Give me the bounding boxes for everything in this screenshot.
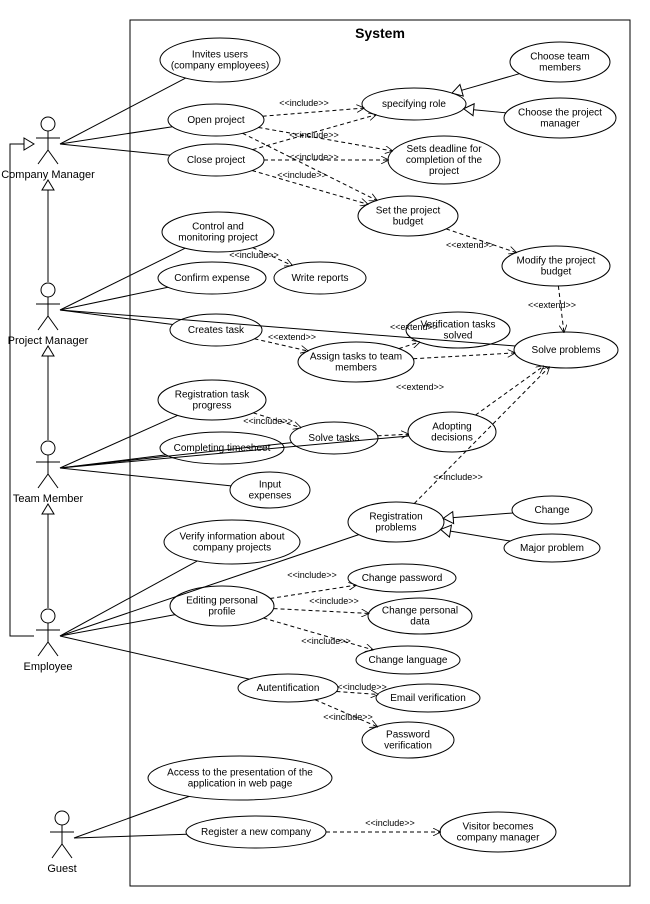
usecase-change-language: Change language	[356, 646, 460, 674]
actor-team-member: Team Member	[13, 441, 84, 505]
usecase-specifying-role: specifying role	[362, 88, 466, 120]
actor-label-team-member: Team Member	[13, 493, 84, 505]
gen-arrowhead	[42, 504, 54, 514]
usecase-label-open-project: Open project	[187, 115, 244, 126]
usecase-label-change-password: Change password	[362, 573, 443, 584]
gen-employee-company-manager	[10, 144, 34, 636]
usecase-label-major-problem: Major problem	[520, 543, 584, 554]
usecase-choose-pm: Choose the projectmanager	[504, 98, 616, 138]
actor-project-manager: Project Manager	[8, 283, 89, 347]
usecase-label-completing-ts: Completing timesheet	[174, 443, 271, 454]
dep-label-editing-profile-change-language: <<include>>	[301, 636, 351, 646]
usecase-access-web: Access to the presentation of theapplica…	[148, 756, 332, 800]
usecase-label-choose-team: Choose teammembers	[530, 51, 589, 73]
gen-arrowhead	[42, 180, 54, 190]
dep-label-close-project-set-budget: <<include>>	[289, 152, 339, 162]
usecase-solve-problems: Solve problems	[514, 332, 618, 368]
dep-label-editing-profile-change-personal: <<include>>	[309, 596, 359, 606]
usecase-email-verif: Email verification	[376, 684, 480, 712]
usecase-completing-ts: Completing timesheet	[160, 432, 284, 464]
usecase-write-reports: Write reports	[274, 262, 366, 294]
usecase-label-adopting-decisions: Adoptingdecisions	[431, 421, 473, 443]
usecase-solve-tasks: Solve tasks	[290, 422, 378, 454]
usecase-major-problem: Major problem	[504, 534, 600, 562]
usecase-creates-task: Creates task	[170, 314, 262, 346]
usecase-change-personal: Change personaldata	[368, 598, 472, 634]
usecase-assign-tasks: Assign tasks to teammembers	[298, 342, 414, 382]
dep-label-editing-profile-change-password: <<include>>	[287, 570, 337, 580]
usecase-label-change: Change	[534, 505, 569, 516]
usecase-label-register-company: Register a new company	[201, 827, 311, 838]
usecase-label-reg-problems: Registrationproblems	[369, 511, 422, 533]
usecase-open-project: Open project	[168, 104, 264, 136]
gen-arrowhead	[24, 138, 34, 150]
actor-employee: Employee	[24, 609, 73, 673]
usecase-label-visitor-becomes: Visitor becomescompany manager	[457, 821, 540, 843]
usecase-label-write-reports: Write reports	[291, 273, 348, 284]
usecase-label-authentication: Autentification	[257, 683, 320, 694]
usecase-label-confirm-expense: Confirm expense	[174, 273, 250, 284]
dep-label-authentication-password-verif: <<include>>	[323, 712, 373, 722]
actor-label-guest: Guest	[47, 863, 76, 875]
usecase-password-verif: Passwordverification	[362, 722, 454, 758]
usecase-label-email-verif: Email verification	[390, 693, 466, 704]
usecase-invite-users: Invites users(company employees)	[160, 38, 280, 82]
usecase-set-deadline: Sets deadline forcompletion of theprojec…	[388, 136, 500, 184]
use-case-diagram: System Company Manager Project Manager Team…	[0, 0, 650, 904]
usecase-editing-profile: Editing personalprofile	[170, 586, 274, 626]
dep-label-control-monitor-write-reports: <<include>>	[229, 250, 279, 260]
dep-label-creates-task-assign-tasks: <<extend>>	[268, 332, 316, 342]
usecase-label-solve-problems: Solve problems	[532, 345, 601, 356]
dep-label-authentication-email-verif: <<include>>	[337, 682, 387, 692]
usecase-reg-problems: Registrationproblems	[348, 502, 444, 542]
usecase-label-password-verif: Passwordverification	[384, 729, 432, 751]
usecase-authentication: Autentification	[238, 674, 338, 702]
usecase-visitor-becomes: Visitor becomescompany manager	[440, 812, 556, 852]
usecase-modify-budget: Modify the projectbudget	[502, 246, 610, 286]
usecase-adopting-decisions: Adoptingdecisions	[408, 412, 496, 452]
dep-label-reg-task-progress-solve-tasks: <<include>>	[243, 416, 293, 426]
usecase-confirm-expense: Confirm expense	[158, 262, 266, 294]
usecase-set-budget: Set the projectbudget	[358, 196, 458, 236]
usecase-label-creates-task: Creates task	[188, 325, 245, 336]
usecase-change-password: Change password	[348, 564, 456, 592]
dep-label-set-budget-modify-budget: <<extend>>	[446, 240, 494, 250]
usecase-register-company: Register a new company	[186, 816, 326, 848]
dep-label-open-project-specifying-role: <<include>>	[279, 98, 329, 108]
dep-label-assign-tasks-verification-tasks: <<extend>>	[390, 322, 438, 332]
usecase-label-specifying-role: specifying role	[382, 99, 446, 110]
dep-label-open-project-set-budget: <<include>>	[277, 170, 327, 180]
actor-label-company-manager: Company Manager	[1, 169, 95, 181]
dep-label-register-company-visitor-becomes: <<include>>	[365, 818, 415, 828]
actor-label-employee: Employee	[24, 661, 73, 673]
usecase-reg-task-progress: Registration taskprogress	[158, 380, 266, 420]
usecase-control-monitor: Control andmonitoring project	[162, 212, 274, 252]
usecase-label-solve-tasks: Solve tasks	[308, 433, 359, 444]
dep-label-assign-tasks-solve-problems: <<extend>>	[396, 382, 444, 392]
usecase-label-change-language: Change language	[369, 655, 448, 666]
usecase-close-project: Close project	[168, 144, 264, 176]
usecase-label-verify-info: Verify information aboutcompany projects	[179, 531, 284, 553]
usecase-verify-info: Verify information aboutcompany projects	[164, 520, 300, 564]
system-title: System	[355, 25, 405, 41]
dep-label-open-project-set-deadline: <<include>>	[289, 130, 339, 140]
actor-company-manager: Company Manager	[1, 117, 95, 181]
usecase-change: Change	[512, 496, 592, 524]
gen-arrowhead	[42, 346, 54, 356]
usecase-choose-team: Choose teammembers	[510, 42, 610, 82]
dep-label-modify-budget-solve-problems: <<extend>>	[528, 300, 576, 310]
dep-label-reg-problems-solve-problems: <<include>>	[433, 472, 483, 482]
usecase-input-expenses: Inputexpenses	[230, 472, 310, 508]
actor-guest: Guest	[47, 811, 76, 875]
actor-label-project-manager: Project Manager	[8, 335, 89, 347]
usecase-label-close-project: Close project	[187, 155, 246, 166]
usecase-label-access-web: Access to the presentation of theapplica…	[167, 767, 313, 789]
